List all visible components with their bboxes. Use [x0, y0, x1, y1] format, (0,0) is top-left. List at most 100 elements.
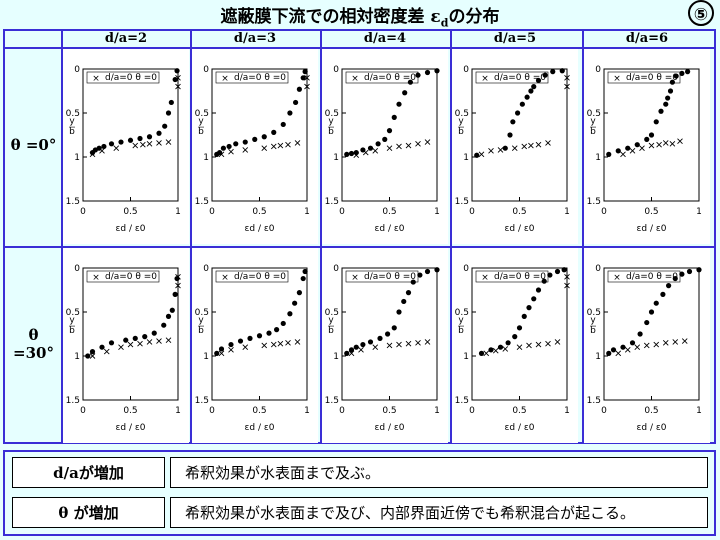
y-tick-label: 0	[74, 264, 80, 274]
x-tick-label: 1	[304, 207, 310, 217]
data-point-dot	[524, 94, 530, 100]
data-point-cross	[648, 142, 655, 149]
data-point-dot	[247, 335, 253, 341]
data-point-cross	[396, 143, 402, 150]
data-point-dot	[89, 349, 96, 355]
data-point-dot	[620, 344, 626, 350]
data-point-cross	[478, 151, 485, 158]
column-header: d/a=4	[363, 31, 407, 46]
data-point-dot	[226, 143, 232, 150]
data-point-dot	[360, 147, 366, 153]
data-point-dot	[696, 267, 702, 273]
data-point-dot	[653, 119, 659, 125]
data-point-dot	[541, 278, 547, 284]
legend-label: d/a=0 θ =0	[105, 272, 157, 282]
data-point-cross	[165, 139, 172, 145]
legend-marker: ×	[92, 74, 100, 84]
x-tick-label: 1	[434, 406, 440, 416]
data-point-dot	[280, 320, 286, 327]
data-point-dot	[561, 267, 567, 273]
data-point-dot	[96, 145, 102, 151]
data-point-dot	[172, 76, 178, 83]
data-point-dot	[535, 77, 542, 84]
y-tick-label: 0.5	[587, 308, 601, 318]
data-point-dot	[174, 275, 180, 282]
x-tick-label: 0.5	[644, 207, 658, 217]
data-point-cross	[653, 341, 660, 348]
y-tick-label: 0	[463, 264, 469, 274]
data-point-cross	[516, 344, 523, 351]
x-tick-label: 0	[80, 207, 86, 217]
x-tick-label: 1	[696, 406, 702, 416]
data-point-dot	[169, 307, 175, 313]
y-tick-label: 0.5	[455, 109, 469, 119]
scatter-plot: 0 0.5 1 1.5 0 0.5 1 y b εd / ε0 × d/a=0 θ =0	[584, 248, 710, 443]
y-tick-label: 1	[595, 352, 601, 362]
legend-marker: ×	[92, 273, 100, 283]
x-tick-label: 0	[209, 406, 215, 416]
data-point-cross	[228, 347, 234, 353]
x-axis-label: εd / ε0	[116, 423, 146, 433]
y-tick-label: 1.5	[66, 396, 80, 406]
data-point-cross	[277, 340, 284, 347]
data-point-cross	[218, 350, 225, 357]
y-tick-label: 0.5	[325, 109, 339, 119]
x-tick-label: 0	[339, 406, 345, 416]
data-point-cross	[483, 350, 490, 357]
data-point-dot	[237, 338, 244, 344]
data-point-dot	[396, 101, 402, 107]
data-point-dot	[161, 322, 167, 328]
x-tick-label: 0	[80, 406, 86, 416]
data-point-cross	[662, 339, 669, 346]
data-point-cross	[681, 338, 688, 344]
plot-frame	[471, 267, 568, 401]
data-point-cross	[535, 341, 542, 348]
legend-box	[86, 270, 160, 283]
data-point-cross	[415, 140, 421, 147]
grid-divider	[3, 246, 716, 248]
scatter-plot: 0 0.5 1 1.5 0 0.5 1 y b εd / ε0 × d/a=0 θ =0	[322, 49, 448, 244]
legend-box	[607, 71, 681, 84]
data-point-dot	[382, 136, 388, 142]
data-point-dot	[300, 275, 306, 282]
data-point-dot	[535, 287, 542, 293]
data-point-dot	[385, 331, 391, 337]
summary-text: 希釈効果が水表面まで及ぶ。	[170, 457, 708, 488]
grid-divider	[3, 47, 716, 49]
y-tick-label: 0	[595, 264, 601, 274]
data-point-dot	[658, 108, 664, 114]
data-point-dot	[685, 69, 691, 75]
data-point-dot	[174, 68, 180, 74]
data-point-dot	[292, 300, 298, 306]
data-point-cross	[118, 344, 124, 351]
y-tick-label: 1.5	[195, 197, 209, 207]
data-point-dot	[507, 132, 513, 138]
x-tick-label: 1	[696, 207, 702, 217]
data-point-cross	[624, 347, 631, 353]
data-point-cross	[304, 74, 310, 81]
legend-label: d/a=0 θ =0	[234, 272, 286, 282]
y-axis-label-y: y	[590, 316, 596, 326]
data-point-dot	[648, 309, 655, 315]
data-point-dot	[637, 331, 643, 337]
data-point-cross	[358, 347, 364, 353]
x-axis-label: εd / ε0	[375, 224, 405, 234]
y-axis-label-b: b	[69, 127, 75, 137]
data-point-dot	[550, 69, 556, 75]
data-point-dot	[634, 142, 640, 148]
legend-box	[215, 71, 289, 84]
data-point-cross	[424, 139, 431, 145]
data-point-cross	[511, 145, 518, 152]
x-axis-label: εd / ε0	[505, 224, 535, 234]
legend-box	[215, 270, 289, 283]
scatter-plot: 0 0.5 1 1.5 0 0.5 1 y b εd / ε0 × d/a=0 θ =0	[63, 49, 189, 244]
data-point-dot	[547, 272, 553, 278]
y-tick-label: 0	[203, 65, 209, 75]
page-title: 遮蔽膜下流での相対密度差 εdの分布	[0, 2, 720, 29]
data-point-dot	[101, 143, 107, 150]
data-point-cross	[488, 148, 494, 154]
data-point-cross	[386, 342, 393, 349]
